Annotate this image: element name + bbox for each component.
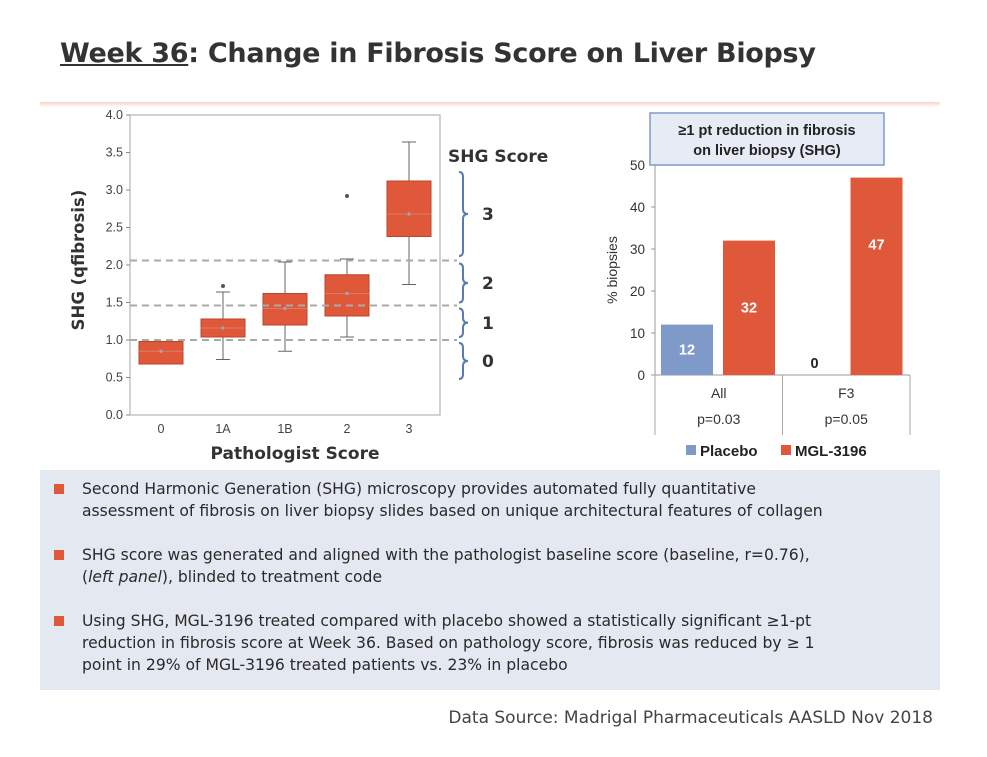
bar-y-axis-label: % biopsies [604,236,620,304]
bullet-1-line1: Second Harmonic Generation (SHG) microsc… [82,480,756,498]
y-tick-label: 3.5 [106,146,123,160]
bullet-3: Using SHG, MGL-3196 treated compared wit… [54,610,914,676]
info-box: Second Harmonic Generation (SHG) microsc… [40,470,940,690]
shg-level-label: 2 [482,274,494,294]
x-axis-label: Pathologist Score [211,444,380,464]
y-axis-label: SHG (qfibrosis) [69,190,88,331]
bar-y-tick-label: 50 [630,158,645,173]
shg-brace [458,262,469,304]
outlier-point [345,194,349,198]
box-mean-marker [221,326,225,330]
outlier-point [221,284,225,288]
bullet-2-post: ), blinded to treatment code [161,568,383,586]
page-title: Week 36: Change in Fibrosis Score on Liv… [60,38,816,69]
box-mean-marker [283,306,287,311]
bullet-2-line1: SHG score was generated and aligned with… [82,546,810,564]
y-tick-label: 2.5 [106,221,123,235]
bullet-1-line2: assessment of fibrosis on liver biopsy s… [82,502,823,520]
shg-score-label: SHG Score [448,147,548,167]
bar-y-tick-label: 40 [630,200,645,215]
bar-pvalue-label: p=0.05 [825,411,868,427]
x-tick-label: 1A [215,422,231,436]
bullet-3-line2: reduction in fibrosis score at Week 36. … [82,634,815,652]
y-tick-label: 0.5 [106,371,123,385]
bar-title-box [649,112,885,166]
shg-brace [458,171,469,257]
bullet-2-em: left panel [88,568,162,586]
charts-canvas: 0.0 0.5 1.0 1.5 2.0 2.5 3.0 3.5 4.0 0 1A 1B 2 3 Pathol… [69,108,911,464]
bar-pvalue-label: p=0.03 [697,411,740,427]
shg-brace [458,307,469,338]
bar-value-label: 47 [868,238,884,254]
bar-y-tick-label: 0 [637,368,645,383]
bullet-1: Second Harmonic Generation (SHG) microsc… [54,478,914,522]
y-tick-label: 1.5 [106,296,123,310]
bar-title-line2: on liver biopsy (SHG) [693,143,841,159]
box-iqr [386,180,432,237]
box-mean-marker [159,349,163,353]
legend-swatch-mgl [781,445,791,455]
shg-level-label: 0 [482,352,494,372]
y-tick-label: 0.0 [106,408,123,422]
box-mean-marker [407,212,411,216]
bar-value-label: 0 [810,356,818,372]
shg-level-label: 3 [482,205,494,225]
y-tick-label: 1.0 [106,333,123,347]
y-tick-label: 2.0 [106,258,123,272]
bullet-3-line3: point in 29% of MGL-3196 treated patient… [82,656,568,674]
bar-y-tick-label: 10 [630,326,645,341]
x-tick-label: 1B [277,422,292,436]
bar [661,324,713,375]
bullet-marker [54,484,64,494]
box-iqr [324,274,370,317]
x-tick-label: 2 [344,422,351,436]
shg-brace [458,342,469,380]
title-week: Week 36 [60,38,189,69]
bullet-marker [54,616,64,626]
box-mean-marker [345,291,349,296]
shg-level-label: 1 [482,314,494,334]
bar-y-tick-label: 20 [630,284,645,299]
legend-label-mgl: MGL-3196 [795,443,867,460]
data-source: Data Source: Madrigal Pharmaceuticals AA… [448,708,933,728]
x-tick-label: 3 [406,422,413,436]
bullet-2: SHG score was generated and aligned with… [54,544,914,588]
title-rest: : Change in Fibrosis Score on Liver Biop… [188,38,816,69]
y-tick-label: 4.0 [106,108,123,122]
bar-category-label: All [711,385,727,401]
y-tick-label: 3.0 [106,183,123,197]
title-rule [40,102,940,107]
legend-label-placebo: Placebo [700,443,758,460]
bullet-2-pre: ( [82,568,89,586]
bar-category-label: F3 [838,385,855,401]
bar [850,177,903,375]
x-tick-label: 0 [158,422,165,436]
bullet-3-line1: Using SHG, MGL-3196 treated compared wit… [82,612,812,630]
bullet-2-line2: (left panel), blinded to treatment code [82,566,914,588]
bar-value-label: 12 [679,343,695,359]
bar-value-label: 32 [741,301,757,317]
bar-title-line1: ≥1 pt reduction in fibrosis [678,123,855,139]
bar-y-tick-label: 30 [630,242,645,257]
legend-swatch-placebo [686,445,696,455]
bullet-marker [54,550,64,560]
bar [723,240,775,375]
